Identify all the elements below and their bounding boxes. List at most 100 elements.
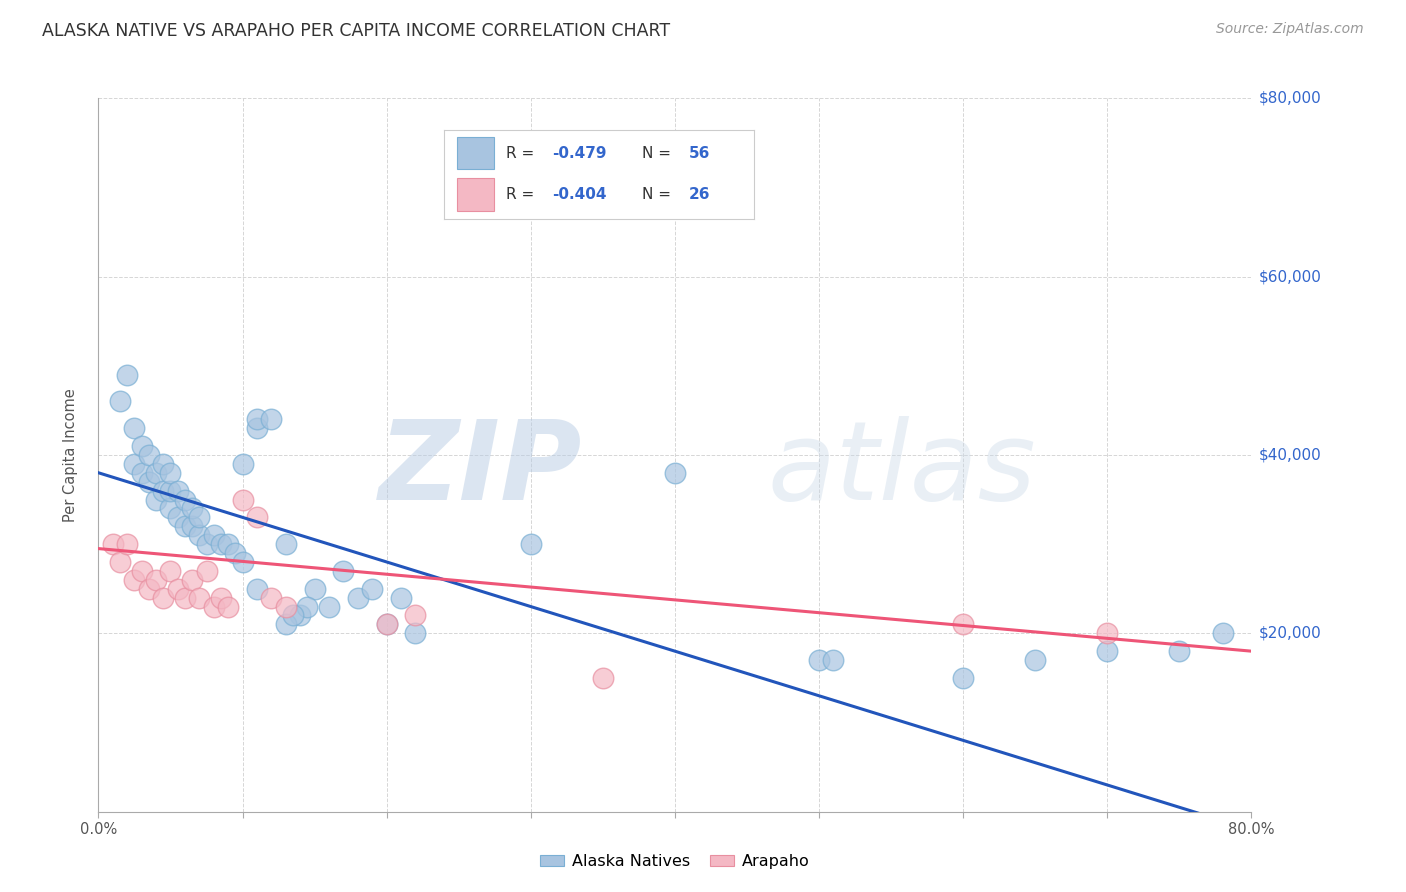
Point (101, 537, 124, 551)
Point (231, 457, 254, 471)
Point (592, 671, 614, 685)
Point (217, 599, 239, 614)
Point (202, 599, 225, 614)
Point (159, 501, 181, 516)
Text: ZIP: ZIP (380, 416, 582, 523)
Text: $20,000: $20,000 (1258, 626, 1322, 640)
Legend: Alaska Natives, Arapaho: Alaska Natives, Arapaho (534, 847, 815, 875)
Point (195, 564, 218, 578)
Point (304, 582, 326, 596)
Point (152, 483, 174, 498)
Point (108, 555, 131, 569)
Point (159, 466, 181, 480)
Point (174, 519, 197, 533)
Point (231, 492, 254, 507)
Point (1168, 644, 1191, 658)
Point (952, 671, 974, 685)
Point (274, 599, 297, 614)
Text: $80,000: $80,000 (1258, 91, 1322, 105)
Point (520, 537, 543, 551)
Point (246, 421, 269, 435)
Point (1212, 626, 1234, 640)
Point (952, 617, 974, 632)
Point (124, 421, 146, 435)
Text: -0.404: -0.404 (553, 187, 607, 202)
Point (389, 591, 412, 605)
Point (209, 591, 232, 605)
Point (166, 483, 188, 498)
Point (209, 537, 232, 551)
Point (224, 546, 246, 560)
Text: ALASKA NATIVE VS ARAPAHO PER CAPITA INCOME CORRELATION CHART: ALASKA NATIVE VS ARAPAHO PER CAPITA INCO… (42, 22, 671, 40)
Point (375, 617, 398, 632)
Text: $40,000: $40,000 (1258, 448, 1322, 462)
Point (346, 591, 368, 605)
Point (260, 412, 283, 426)
Bar (457, 178, 494, 211)
Point (117, 537, 138, 551)
Point (181, 519, 204, 533)
Point (181, 501, 204, 516)
Point (145, 573, 167, 587)
Point (124, 573, 146, 587)
Point (361, 582, 384, 596)
Text: 26: 26 (689, 187, 710, 202)
Point (260, 591, 283, 605)
Point (138, 582, 160, 596)
Text: R =: R = (506, 187, 540, 202)
Text: 56: 56 (689, 146, 710, 161)
Point (274, 537, 297, 551)
Y-axis label: Per Capita Income: Per Capita Income (63, 388, 77, 522)
Point (1097, 626, 1119, 640)
Text: -0.479: -0.479 (553, 146, 607, 161)
Point (246, 582, 269, 596)
Point (159, 483, 181, 498)
Point (159, 564, 181, 578)
Point (131, 466, 153, 480)
Text: atlas: atlas (768, 416, 1036, 523)
Text: $60,000: $60,000 (1258, 269, 1322, 284)
Point (217, 537, 239, 551)
Point (174, 492, 197, 507)
Point (290, 608, 312, 623)
Point (274, 617, 297, 632)
Point (281, 608, 304, 623)
Point (823, 653, 845, 667)
Point (145, 466, 167, 480)
Point (318, 599, 340, 614)
Point (332, 564, 354, 578)
Point (138, 448, 160, 462)
Point (188, 528, 211, 542)
Point (405, 626, 427, 640)
Point (231, 555, 254, 569)
Point (246, 510, 269, 524)
Point (138, 475, 160, 489)
Point (195, 537, 218, 551)
Point (807, 653, 830, 667)
Point (1097, 644, 1119, 658)
Point (166, 510, 188, 524)
Point (152, 591, 174, 605)
Text: R =: R = (506, 146, 540, 161)
Point (297, 599, 319, 614)
Point (145, 492, 167, 507)
Point (108, 394, 131, 409)
Point (131, 564, 153, 578)
Point (117, 368, 138, 382)
Text: N =: N = (643, 146, 676, 161)
Bar (457, 137, 494, 169)
Point (188, 591, 211, 605)
Point (246, 412, 269, 426)
Point (375, 617, 398, 632)
Point (1024, 653, 1046, 667)
Point (202, 528, 225, 542)
Point (664, 466, 686, 480)
Text: N =: N = (643, 187, 676, 202)
Point (152, 457, 174, 471)
Point (405, 608, 427, 623)
Point (166, 582, 188, 596)
Point (174, 591, 197, 605)
Text: Source: ZipAtlas.com: Source: ZipAtlas.com (1216, 22, 1364, 37)
Point (131, 439, 153, 453)
Point (181, 573, 204, 587)
